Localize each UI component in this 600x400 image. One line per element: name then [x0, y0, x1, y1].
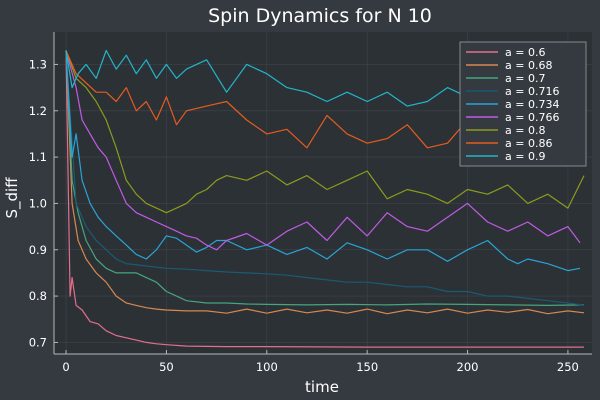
x-tick-label: 0 — [62, 360, 69, 374]
y-tick-label: 1.2 — [29, 104, 47, 118]
series-line-1 — [65, 50, 585, 315]
x-tick-label: 50 — [159, 360, 174, 374]
x-axis-label: time — [305, 378, 339, 396]
y-axis-label: S_diff — [3, 177, 22, 219]
y-tick-label: 0.7 — [29, 335, 47, 349]
legend-label: a = 0.734 — [505, 98, 559, 111]
y-ticks: 0.7 0.8 0.9 1.0 1.1 1.2 1.3 — [29, 57, 58, 349]
series-layer — [65, 49, 585, 348]
series-line-4 — [65, 50, 581, 272]
y-tick-label: 1.0 — [29, 196, 47, 210]
series-line-3 — [65, 50, 585, 306]
x-tick-label: 100 — [256, 360, 278, 374]
legend-label: a = 0.68 — [505, 59, 552, 72]
x-tick-label: 250 — [557, 360, 579, 374]
legend-label: a = 0.86 — [505, 137, 552, 150]
legend-label: a = 0.6 — [505, 46, 545, 59]
chart-title: Spin Dynamics for N 10 — [208, 5, 432, 27]
x-tick-label: 200 — [457, 360, 479, 374]
series-line-2 — [65, 50, 585, 306]
series-line-5 — [65, 50, 581, 251]
y-tick-label: 0.9 — [29, 243, 47, 257]
legend-label: a = 0.766 — [505, 111, 559, 124]
series-line-0 — [65, 50, 584, 348]
legend-label: a = 0.8 — [505, 124, 545, 137]
y-tick-label: 1.3 — [29, 57, 47, 71]
series-line-6 — [65, 50, 585, 214]
x-tick-label: 150 — [356, 360, 378, 374]
y-tick-label: 0.8 — [29, 289, 47, 303]
axes — [53, 32, 592, 355]
legend-label: a = 0.716 — [505, 85, 559, 98]
legend-label: a = 0.9 — [505, 150, 545, 163]
x-ticks: 0 50 100 150 200 250 — [62, 350, 579, 374]
y-tick-label: 1.1 — [29, 150, 47, 164]
legend-label: a = 0.7 — [505, 72, 545, 85]
